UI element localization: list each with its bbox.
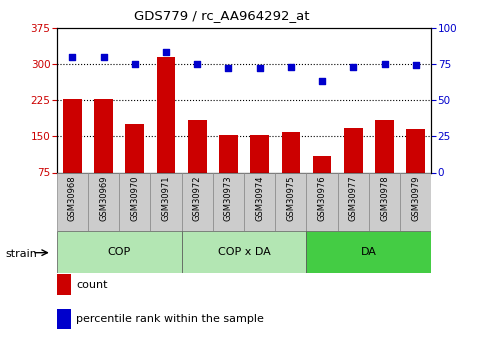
Bar: [400, 172, 431, 231]
Point: [162, 49, 170, 55]
Bar: [344, 128, 363, 172]
Bar: [275, 172, 307, 231]
Text: GDS779 / rc_AA964292_at: GDS779 / rc_AA964292_at: [134, 9, 310, 22]
Bar: [157, 57, 176, 172]
Point: [287, 64, 295, 69]
Point: [412, 62, 420, 68]
Text: GSM30979: GSM30979: [411, 175, 420, 221]
Text: GSM30974: GSM30974: [255, 175, 264, 221]
Text: GSM30970: GSM30970: [130, 175, 139, 221]
Bar: [94, 99, 113, 172]
Bar: [282, 132, 300, 172]
Bar: [307, 231, 431, 273]
Bar: [406, 129, 425, 172]
Point: [100, 54, 107, 59]
Point: [256, 66, 264, 71]
Text: strain: strain: [5, 249, 37, 258]
Text: GSM30972: GSM30972: [193, 175, 202, 221]
Bar: [181, 231, 307, 273]
Text: percentile rank within the sample: percentile rank within the sample: [76, 314, 264, 324]
Bar: [313, 156, 331, 172]
Text: GSM30975: GSM30975: [286, 175, 295, 221]
Bar: [150, 172, 181, 231]
Text: GSM30977: GSM30977: [349, 175, 358, 221]
Bar: [188, 120, 207, 172]
Bar: [63, 99, 82, 172]
Bar: [119, 172, 150, 231]
Bar: [213, 172, 244, 231]
Bar: [125, 124, 144, 172]
Bar: [181, 172, 213, 231]
Point: [350, 64, 357, 69]
Point: [69, 54, 76, 59]
Bar: [307, 172, 338, 231]
Bar: [250, 135, 269, 172]
Bar: [375, 120, 394, 172]
Text: count: count: [76, 280, 108, 289]
Bar: [244, 172, 275, 231]
Text: GSM30976: GSM30976: [317, 175, 326, 221]
Bar: [88, 172, 119, 231]
Bar: [369, 172, 400, 231]
Text: GSM30978: GSM30978: [380, 175, 389, 221]
Text: GSM30968: GSM30968: [68, 175, 77, 221]
Point: [193, 61, 201, 67]
Point: [224, 66, 232, 71]
Bar: [57, 172, 88, 231]
Text: COP: COP: [107, 247, 131, 257]
Point: [131, 61, 139, 67]
Text: GSM30973: GSM30973: [224, 175, 233, 221]
Bar: [57, 231, 181, 273]
Bar: [338, 172, 369, 231]
Bar: [219, 135, 238, 172]
Text: GSM30969: GSM30969: [99, 175, 108, 221]
Point: [318, 78, 326, 84]
Text: COP x DA: COP x DA: [218, 247, 270, 257]
Point: [381, 61, 388, 67]
Text: GSM30971: GSM30971: [162, 175, 171, 221]
Text: DA: DA: [361, 247, 377, 257]
